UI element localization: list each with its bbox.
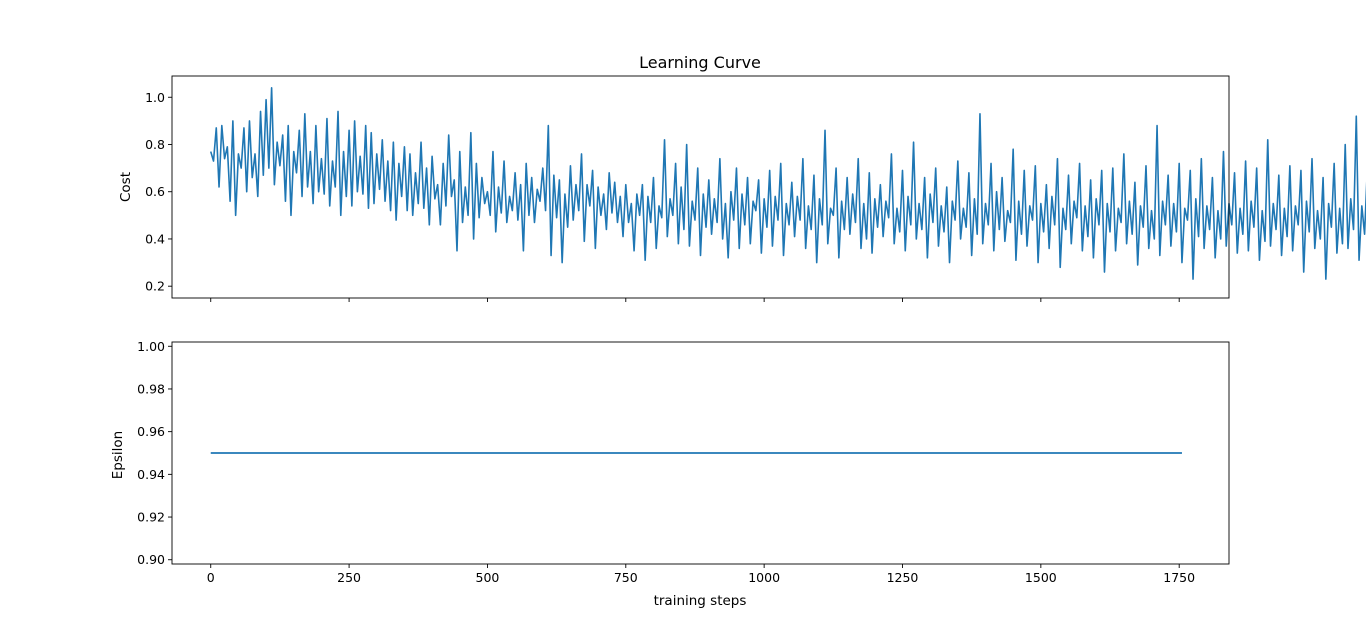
- cost-series-line: [209, 87, 1366, 280]
- epsilon-x-tick-label: 0: [207, 570, 215, 585]
- epsilon-panel: 0.90 0.92 0.94 0.96 0.98 1.00 0 250 500 750 1000 12…: [110, 339, 1230, 609]
- epsilon-x-tick-label: 1750: [1163, 570, 1195, 585]
- epsilon-y-tick-label: 0.90: [137, 552, 165, 567]
- epsilon-y-tick-label: 1.00: [137, 339, 165, 354]
- epsilon-x-tick-label: 1250: [887, 570, 919, 585]
- epsilon-y-tick-label: 0.92: [137, 510, 165, 525]
- epsilon-axes-frame: [171, 341, 1230, 565]
- epsilon-x-tick-label: 1000: [748, 570, 780, 585]
- epsilon-x-tick-label: 500: [476, 570, 500, 585]
- epsilon-x-tick-label: 750: [614, 570, 638, 585]
- cost-y-tick-label: 0.8: [145, 137, 165, 152]
- x-axis-label: training steps: [654, 593, 747, 609]
- cost-y-tick-label: 0.6: [145, 184, 165, 199]
- cost-y-axis-label: Cost: [118, 172, 134, 202]
- cost-y-tick-label: 1.0: [145, 90, 165, 105]
- chart-title: Learning Curve: [639, 53, 761, 72]
- epsilon-y-tick-label: 0.98: [137, 381, 165, 396]
- epsilon-x-tick-label: 250: [337, 570, 361, 585]
- epsilon-x-tick-label: 1500: [1025, 570, 1057, 585]
- epsilon-y-axis-label: Epsilon: [110, 431, 126, 479]
- cost-axes-frame: [171, 75, 1230, 299]
- epsilon-y-tick-label: 0.94: [137, 467, 165, 482]
- epsilon-y-tick-label: 0.96: [137, 424, 165, 439]
- epsilon-axis-ticks: 0.90 0.92 0.94 0.96 0.98 1.00 0 250 500 750 1000 12…: [137, 339, 1195, 585]
- cost-axis-ticks: 0.2 0.4 0.6 0.8 1.0: [145, 90, 1180, 302]
- cost-y-tick-label: 0.2: [145, 279, 165, 294]
- cost-y-tick-label: 0.4: [145, 231, 165, 246]
- cost-panel: 0.2 0.4 0.6 0.8 1.0 Cost: [118, 75, 1366, 302]
